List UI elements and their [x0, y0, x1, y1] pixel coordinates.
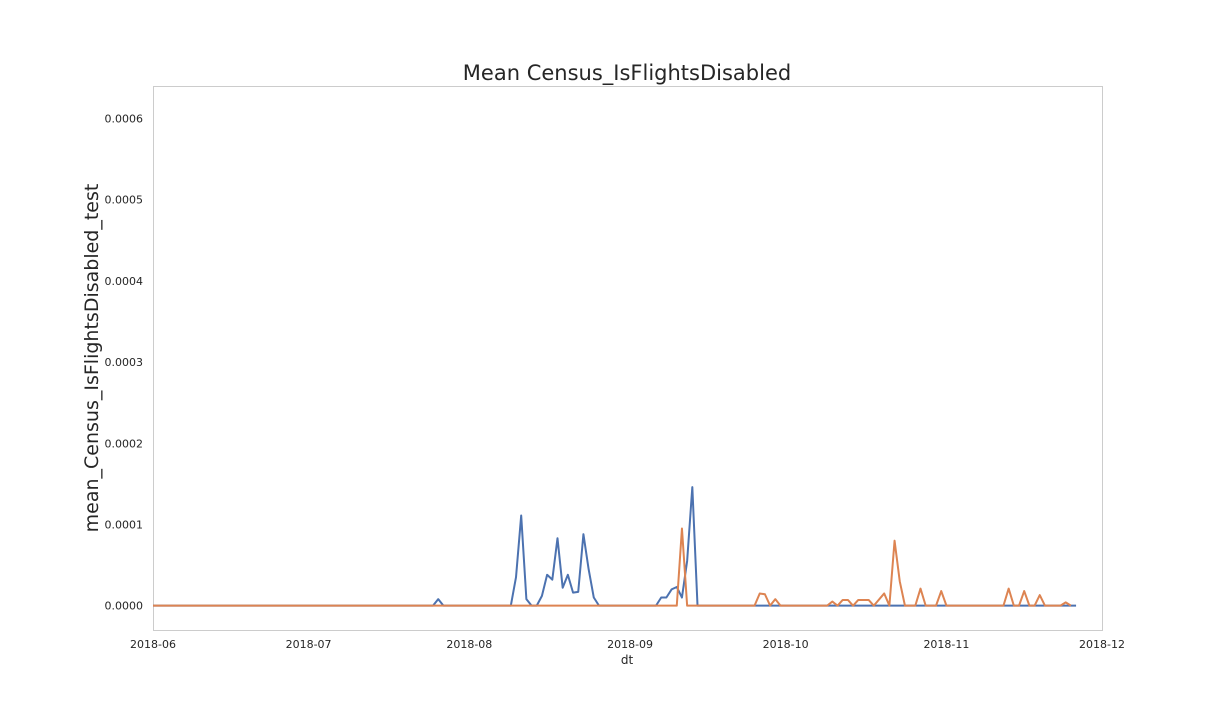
y-tick-label: 0.0000: [105, 600, 144, 613]
y-tick-label: 0.0001: [105, 518, 144, 531]
x-tick-label: 2018-10: [763, 638, 809, 651]
x-tick-label: 2018-06: [130, 638, 176, 651]
x-axis-label: dt: [621, 653, 634, 667]
y-tick-label: 0.0002: [105, 437, 144, 450]
plot-area: [153, 86, 1103, 631]
y-tick-label: 0.0004: [105, 275, 144, 288]
series-line-1: [153, 486, 1077, 607]
x-tick-labels: 2018-06 2018-07 2018-08 2018-09 2018-10 2018-…: [130, 638, 1125, 651]
x-tick-label: 2018-09: [607, 638, 653, 651]
y-tick-label: 0.0006: [105, 112, 144, 125]
x-tick-label: 2018-11: [923, 638, 969, 651]
x-tick-label: 2018-12: [1079, 638, 1125, 651]
x-tick-label: 2018-07: [286, 638, 332, 651]
series-layer: [153, 486, 1077, 607]
y-tick-label: 0.0005: [105, 194, 144, 207]
chart-title: Mean Census_IsFlightsDisabled: [463, 61, 791, 86]
y-tick-label: 0.0003: [105, 356, 144, 369]
x-tick-label: 2018-08: [446, 638, 492, 651]
y-tick-labels: 0.0000 0.0001 0.0002 0.0003 0.0004 0.0005 0.00…: [105, 112, 144, 612]
series-line-2: [153, 527, 1072, 607]
y-axis-label: mean_Census_IsFlightsDisabled_test: [81, 184, 103, 533]
